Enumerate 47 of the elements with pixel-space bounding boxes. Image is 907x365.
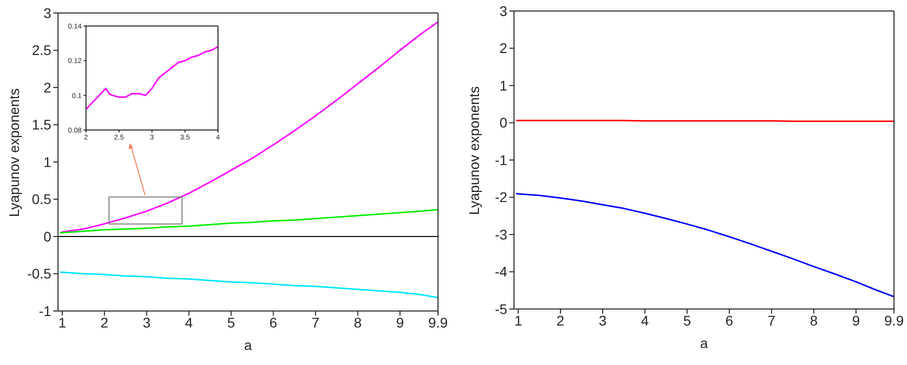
y-tick-label: -3 (494, 226, 508, 242)
x-tick-label: 5 (227, 314, 236, 331)
x-tick-label: 8 (354, 314, 362, 331)
line-series (59, 208, 438, 234)
x-tick-label: 1 (58, 314, 66, 331)
y-tick-label: 0.5 (32, 191, 52, 208)
x-tick-label: 4 (640, 312, 649, 329)
x-tick-label: 7 (768, 312, 776, 329)
x-tick-label: 4 (184, 314, 193, 331)
y-tick-label: -5 (494, 300, 508, 317)
line-series (59, 21, 438, 234)
y-tick-label: 2 (500, 40, 508, 56)
x-tick-label: 9.9 (884, 312, 904, 329)
y-tick-label: 1 (44, 154, 52, 170)
x-tick-label: 9 (852, 312, 860, 329)
x-tick-label: 1 (514, 312, 522, 329)
x-tick-label: 8 (810, 312, 818, 329)
line-series (86, 46, 218, 110)
y-tick-label: -1 (494, 152, 508, 168)
y-tick-label: 3 (500, 2, 508, 19)
x-tick-label: 7 (312, 314, 320, 331)
y-tick-label: -2 (494, 189, 508, 206)
x-tick-label: 2 (100, 314, 109, 331)
line-series (515, 192, 894, 298)
x-tick-label: 2 (556, 312, 565, 329)
y-tick-label: 1 (500, 77, 508, 94)
y-tick-label: -0.5 (27, 266, 52, 282)
y-tick-label: 2.5 (32, 42, 52, 58)
line-series (59, 272, 438, 298)
x-tick-label: 5 (683, 312, 692, 329)
y-tick-label: 2 (44, 79, 52, 96)
y-tick-label: 1.5 (32, 116, 52, 133)
y-tick-label: 0 (44, 228, 52, 244)
y-tick-label: -1 (38, 302, 52, 319)
y-tick-label: -4 (494, 264, 508, 280)
x-axis-title: a (244, 337, 252, 353)
x-tick-label: 9 (396, 314, 404, 331)
y-axis-title: Lyapunov exponents (6, 88, 22, 217)
y-axis-title: Lyapunov exponents (466, 86, 482, 215)
x-axis-title: a (700, 335, 708, 351)
x-tick-label: 9.9 (428, 314, 448, 331)
y-tick-label: 0 (500, 114, 508, 131)
x-tick-label: 3 (142, 314, 151, 331)
x-tick-label: 3 (598, 312, 607, 329)
x-tick-label: 6 (269, 314, 278, 331)
y-tick-label: 3 (44, 4, 52, 21)
x-tick-label: 6 (725, 312, 734, 329)
